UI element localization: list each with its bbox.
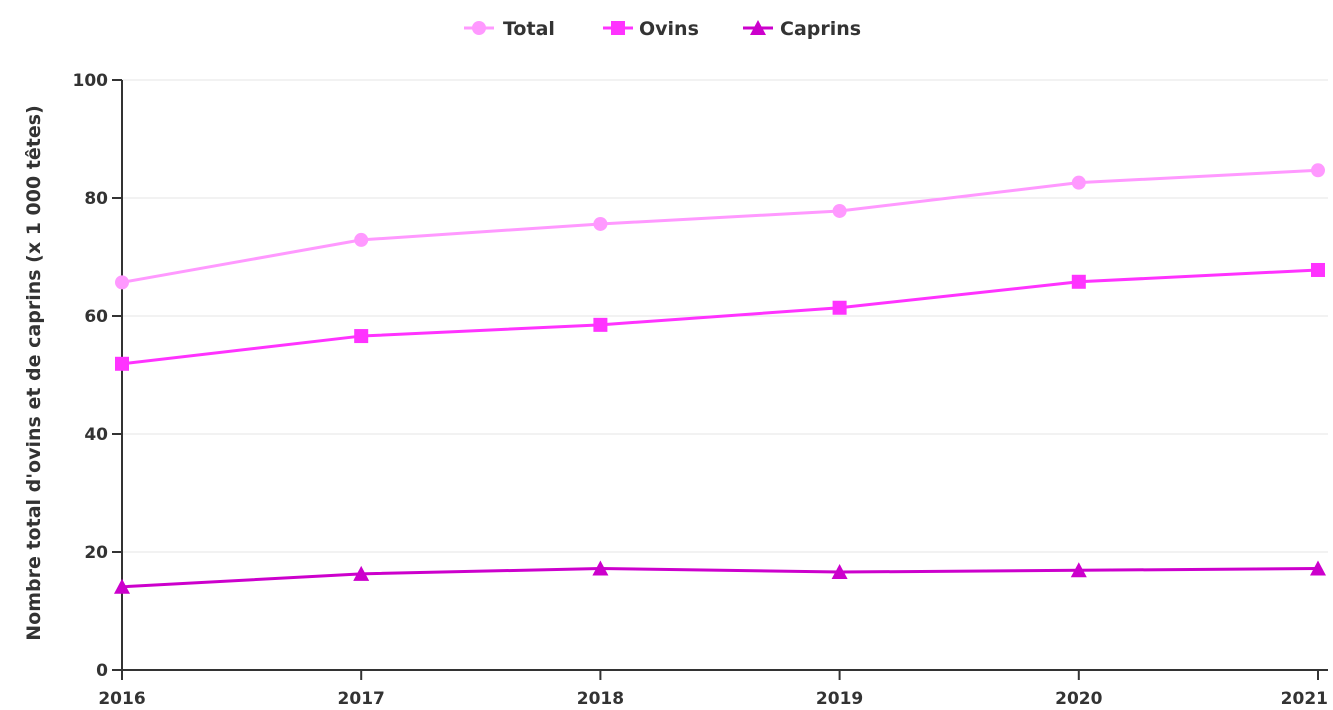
y-tick-label: 100: [73, 71, 109, 91]
data-point-caprins: [114, 578, 130, 594]
legend-item-total: Total: [464, 18, 555, 40]
x-tick-label: 2017: [338, 689, 385, 706]
legend-label-total: Total: [503, 18, 555, 40]
series-total: [115, 163, 1325, 290]
x-tick-label: 2019: [816, 689, 863, 706]
data-point-total: [832, 203, 847, 218]
series-ovins: [115, 262, 1325, 371]
data-point-total: [354, 232, 369, 247]
y-tick-label: 60: [84, 307, 108, 327]
series-line-total: [120, 168, 1320, 284]
data-point-total: [115, 275, 129, 290]
data-point-caprins: [1310, 560, 1326, 576]
data-point-caprins: [353, 565, 370, 581]
y-axis-title: Nombre total d'ovins et de caprins (x 1 …: [23, 105, 45, 641]
y-tick-label: 0: [96, 661, 108, 681]
series-line-ovins: [120, 268, 1320, 366]
x-tick-label: 2021: [1281, 689, 1328, 706]
legend-item-caprins: Caprins: [743, 18, 861, 40]
y-tick-label: 20: [84, 543, 108, 563]
data-point-caprins: [831, 564, 848, 580]
data-point-ovins: [832, 300, 847, 315]
legend-marker-ovins: [611, 21, 625, 35]
legend-label-caprins: Caprins: [780, 18, 861, 40]
data-point-total: [1311, 163, 1325, 178]
legend-label-ovins: Ovins: [639, 18, 699, 40]
series-caprins: [114, 560, 1326, 594]
y-tick-label: 40: [84, 425, 108, 445]
legend-marker-total: [472, 21, 486, 35]
data-point-caprins: [1070, 562, 1087, 578]
data-point-ovins: [354, 329, 369, 344]
data-point-total: [593, 216, 608, 231]
series-line-caprins: [120, 567, 1320, 589]
data-point-caprins: [592, 560, 609, 576]
data-point-ovins: [115, 356, 129, 371]
data-point-ovins: [1311, 262, 1325, 277]
x-tick-label: 2016: [98, 689, 145, 706]
x-tick-label: 2018: [577, 689, 624, 706]
x-tick-label: 2020: [1055, 689, 1102, 706]
data-point-ovins: [1071, 274, 1086, 289]
legend: Total Ovins Caprins: [464, 18, 861, 40]
legend-item-ovins: Ovins: [603, 18, 699, 40]
data-point-ovins: [593, 317, 608, 332]
axis-layer: 0 20 40 60 80 100 2016 2017 2018 2019 2020 2021: [73, 71, 1328, 709]
series-layer: [114, 163, 1326, 594]
data-point-total: [1071, 175, 1086, 190]
legend-marker-caprins: [750, 20, 766, 35]
y-tick-label: 80: [84, 189, 108, 209]
